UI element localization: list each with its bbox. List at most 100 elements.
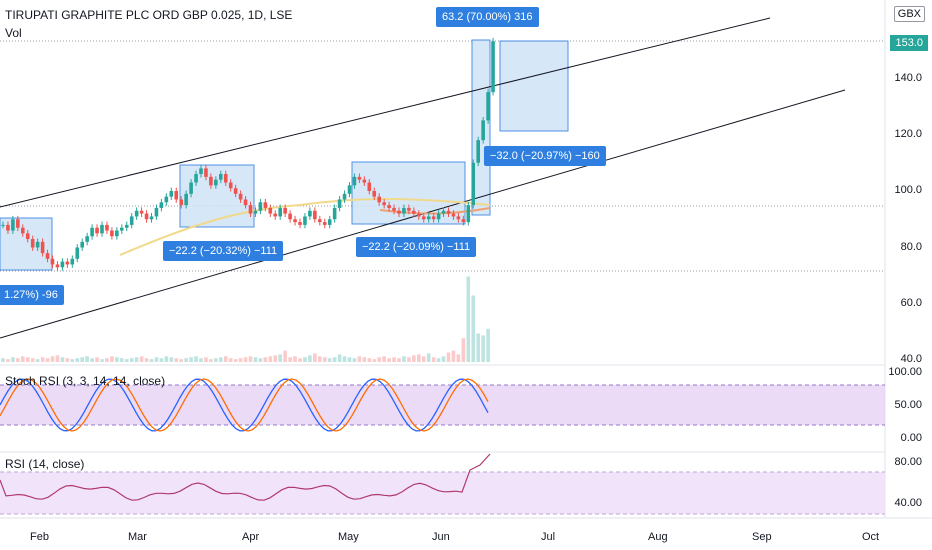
candle xyxy=(204,168,208,177)
volume-bar xyxy=(115,357,119,362)
measure-callout-jun[interactable]: −32.0 (−20.97%) −160 xyxy=(484,146,606,166)
stoch-k-line xyxy=(0,378,489,432)
rsi-band xyxy=(0,472,885,514)
candle xyxy=(402,207,406,214)
candle xyxy=(40,241,45,254)
time-tick: Oct xyxy=(862,531,880,543)
volume-bar xyxy=(283,350,287,362)
stoch-tick: 0.00 xyxy=(900,432,922,444)
candle xyxy=(248,205,253,214)
stoch-tick: 50.00 xyxy=(894,399,922,411)
volume-bar xyxy=(387,358,391,362)
rsi-tick: 80.00 xyxy=(894,456,922,468)
volume-bar xyxy=(120,358,124,362)
candle xyxy=(228,182,233,189)
volume-bar xyxy=(154,357,159,362)
volume-bar xyxy=(362,357,367,362)
candle xyxy=(372,191,377,197)
volume-bar xyxy=(85,356,89,362)
candle xyxy=(60,261,65,268)
candle xyxy=(199,168,203,175)
volume-bar xyxy=(169,357,174,362)
volume-bar xyxy=(50,356,55,362)
candle xyxy=(189,182,193,194)
candle xyxy=(95,227,99,234)
candle xyxy=(337,199,342,208)
candle xyxy=(431,216,436,220)
volume-bar xyxy=(219,357,223,362)
candle xyxy=(466,205,471,223)
candle xyxy=(129,216,134,225)
price-tick: 80.0 xyxy=(900,241,922,253)
volume-label[interactable]: Vol xyxy=(5,26,22,40)
candle xyxy=(144,213,149,220)
candle xyxy=(456,216,461,220)
candle xyxy=(426,216,431,220)
currency-button[interactable]: GBX xyxy=(893,6,925,22)
volume-bar xyxy=(268,356,273,362)
candle xyxy=(21,227,25,234)
candle xyxy=(377,196,381,203)
candle xyxy=(169,191,174,197)
volume-bar xyxy=(16,358,20,362)
rsi-label[interactable]: RSI (14, close) xyxy=(5,457,85,471)
volume-bar xyxy=(124,359,129,362)
candle xyxy=(293,219,297,223)
measure-callout-mar[interactable]: −22.2 (−20.32%) −111 xyxy=(163,241,284,261)
volume-bar xyxy=(110,356,114,362)
candle xyxy=(6,224,10,231)
stoch-rsi-label[interactable]: Stoch RSI (3, 3, 14, 14, close) xyxy=(5,374,166,388)
candle xyxy=(387,205,391,208)
volume-bar xyxy=(105,358,109,362)
volume-bar xyxy=(258,358,263,362)
candle xyxy=(318,219,322,223)
volume-bar xyxy=(471,295,476,362)
candle xyxy=(1,224,5,226)
volume-bar xyxy=(70,359,75,362)
candle xyxy=(436,213,441,220)
measure-callout-may[interactable]: −22.2 (−20.09%) −111 xyxy=(356,237,477,257)
volume-bar xyxy=(412,355,416,362)
candle xyxy=(278,207,282,217)
candle xyxy=(382,202,386,206)
volume-bar xyxy=(35,359,40,362)
volume-bar xyxy=(486,328,490,362)
volume-bar xyxy=(174,358,179,362)
rsi-line xyxy=(0,453,491,501)
volume-bar xyxy=(431,357,436,362)
measure-callout-left[interactable]: 1.27%) -96 xyxy=(0,285,64,305)
candle xyxy=(367,182,372,191)
measure-callout-up[interactable]: 63.2 (70.00%) 316 xyxy=(436,7,539,27)
candle xyxy=(263,202,268,208)
volume-bar xyxy=(313,353,317,362)
volume-bar xyxy=(382,356,386,362)
candle xyxy=(491,41,495,93)
volume-bar xyxy=(332,357,337,362)
volume-bar xyxy=(164,356,169,362)
candle xyxy=(214,179,218,186)
candle xyxy=(412,210,416,214)
volume-bar xyxy=(60,357,65,362)
stoch-d-line xyxy=(0,378,489,432)
candle xyxy=(397,210,401,214)
volume-bar xyxy=(481,335,485,362)
volume-bar xyxy=(347,357,352,362)
volume-bar xyxy=(397,358,401,362)
candle xyxy=(194,174,198,183)
time-tick: Jul xyxy=(541,531,556,543)
symbol-title[interactable]: TIRUPATI GRAPHITE PLC ORD GBP 0.025, 1D,… xyxy=(5,8,293,22)
volume-bar xyxy=(238,358,243,362)
candle xyxy=(392,207,396,211)
candle xyxy=(184,193,188,206)
volume-bar xyxy=(75,358,80,362)
volume-bar xyxy=(392,357,396,362)
time-tick: Apr xyxy=(242,531,260,543)
price-tick: 40.0 xyxy=(900,353,922,365)
price-tick: 60.0 xyxy=(900,297,922,309)
candle xyxy=(70,258,75,265)
moving-average-1 xyxy=(119,198,491,256)
volume-bar xyxy=(1,358,5,362)
volume-bar xyxy=(209,359,213,362)
candle xyxy=(417,213,421,217)
